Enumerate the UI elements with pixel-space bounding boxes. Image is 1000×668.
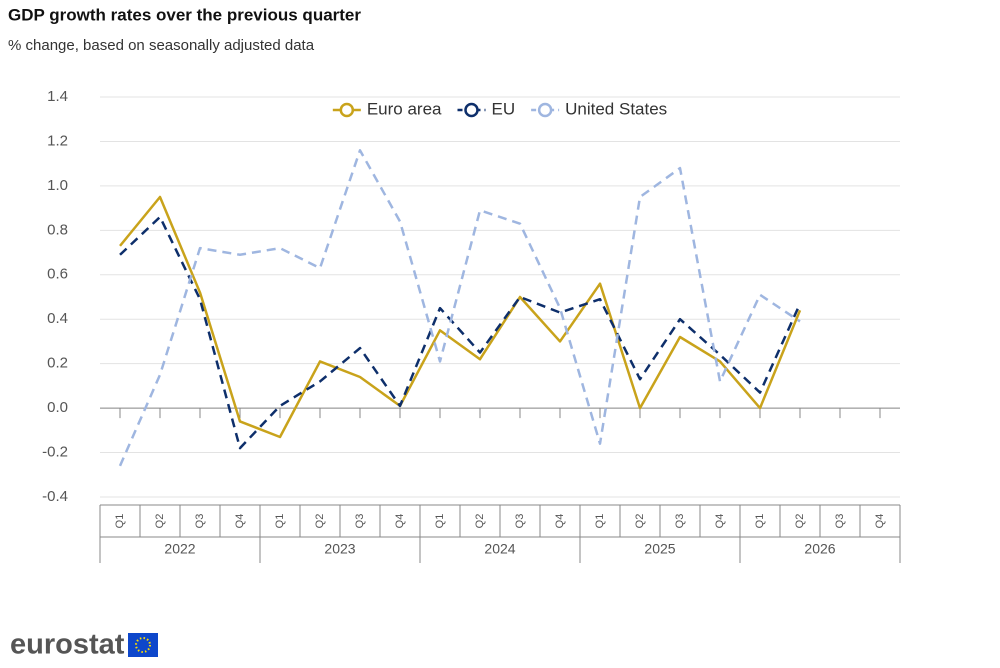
y-tick-label: 1.2 — [47, 132, 68, 149]
y-tick-label: 1.4 — [47, 88, 68, 105]
y-tick-label: 1.0 — [47, 177, 68, 194]
x-tick-label: Q1 — [274, 514, 286, 529]
y-tick-label: 0.0 — [47, 399, 68, 416]
x-tick-label: Q3 — [514, 514, 526, 529]
x-tick-label: Q4 — [874, 514, 886, 529]
y-tick-label: -0.2 — [42, 444, 68, 461]
x-tick-label: Q2 — [634, 514, 646, 529]
x-tick-label: Q3 — [674, 514, 686, 529]
flag-stars — [135, 637, 151, 653]
x-tick-label: Q2 — [474, 514, 486, 529]
legend-label: EU — [491, 99, 515, 118]
legend-label: United States — [565, 99, 667, 118]
series-line — [118, 149, 801, 467]
chart-title: GDP growth rates over the previous quart… — [8, 5, 361, 24]
group-label: 2022 — [164, 541, 195, 557]
x-tick-label: Q4 — [234, 514, 246, 529]
x-tick-label: Q4 — [714, 514, 726, 529]
x-tick-label: Q1 — [114, 514, 126, 529]
x-tick-label: Q2 — [154, 514, 166, 529]
x-tick-label: Q3 — [354, 514, 366, 529]
y-tick-label: 0.6 — [47, 266, 68, 283]
x-tick-label: Q2 — [794, 514, 806, 529]
x-tick-label: Q4 — [394, 514, 406, 529]
y-tick-label: 0.2 — [47, 355, 68, 372]
legend-marker — [339, 102, 355, 118]
y-tick-label: 0.8 — [47, 221, 68, 238]
legend-marker — [464, 102, 479, 118]
x-tick-label: Q2 — [314, 514, 326, 529]
y-tick-label: -0.4 — [42, 488, 68, 505]
group-label: 2023 — [324, 541, 355, 557]
legend-marker — [537, 102, 553, 118]
logo: eurostat — [10, 629, 125, 661]
chart-subtitle: % change, based on seasonally adjusted d… — [8, 37, 315, 54]
series-line — [119, 195, 802, 439]
x-tick-label: Q3 — [194, 514, 206, 529]
y-tick-label: 0.4 — [47, 310, 68, 327]
legend: Euro area EU United States — [332, 99, 667, 118]
group-label: 2025 — [644, 541, 675, 557]
group-label: 2026 — [804, 541, 835, 557]
series-line — [119, 215, 802, 450]
eu-flag — [128, 633, 158, 657]
x-tick-label: Q1 — [594, 514, 606, 529]
group-label: 2024 — [484, 541, 515, 557]
flag — [128, 633, 158, 657]
x-tick-label: Q4 — [554, 514, 566, 529]
x-tick-label: Q3 — [834, 514, 846, 529]
legend-label: Euro area — [367, 99, 442, 118]
x-tick-label: Q1 — [434, 514, 446, 529]
x-tick-label: Q1 — [754, 514, 766, 529]
